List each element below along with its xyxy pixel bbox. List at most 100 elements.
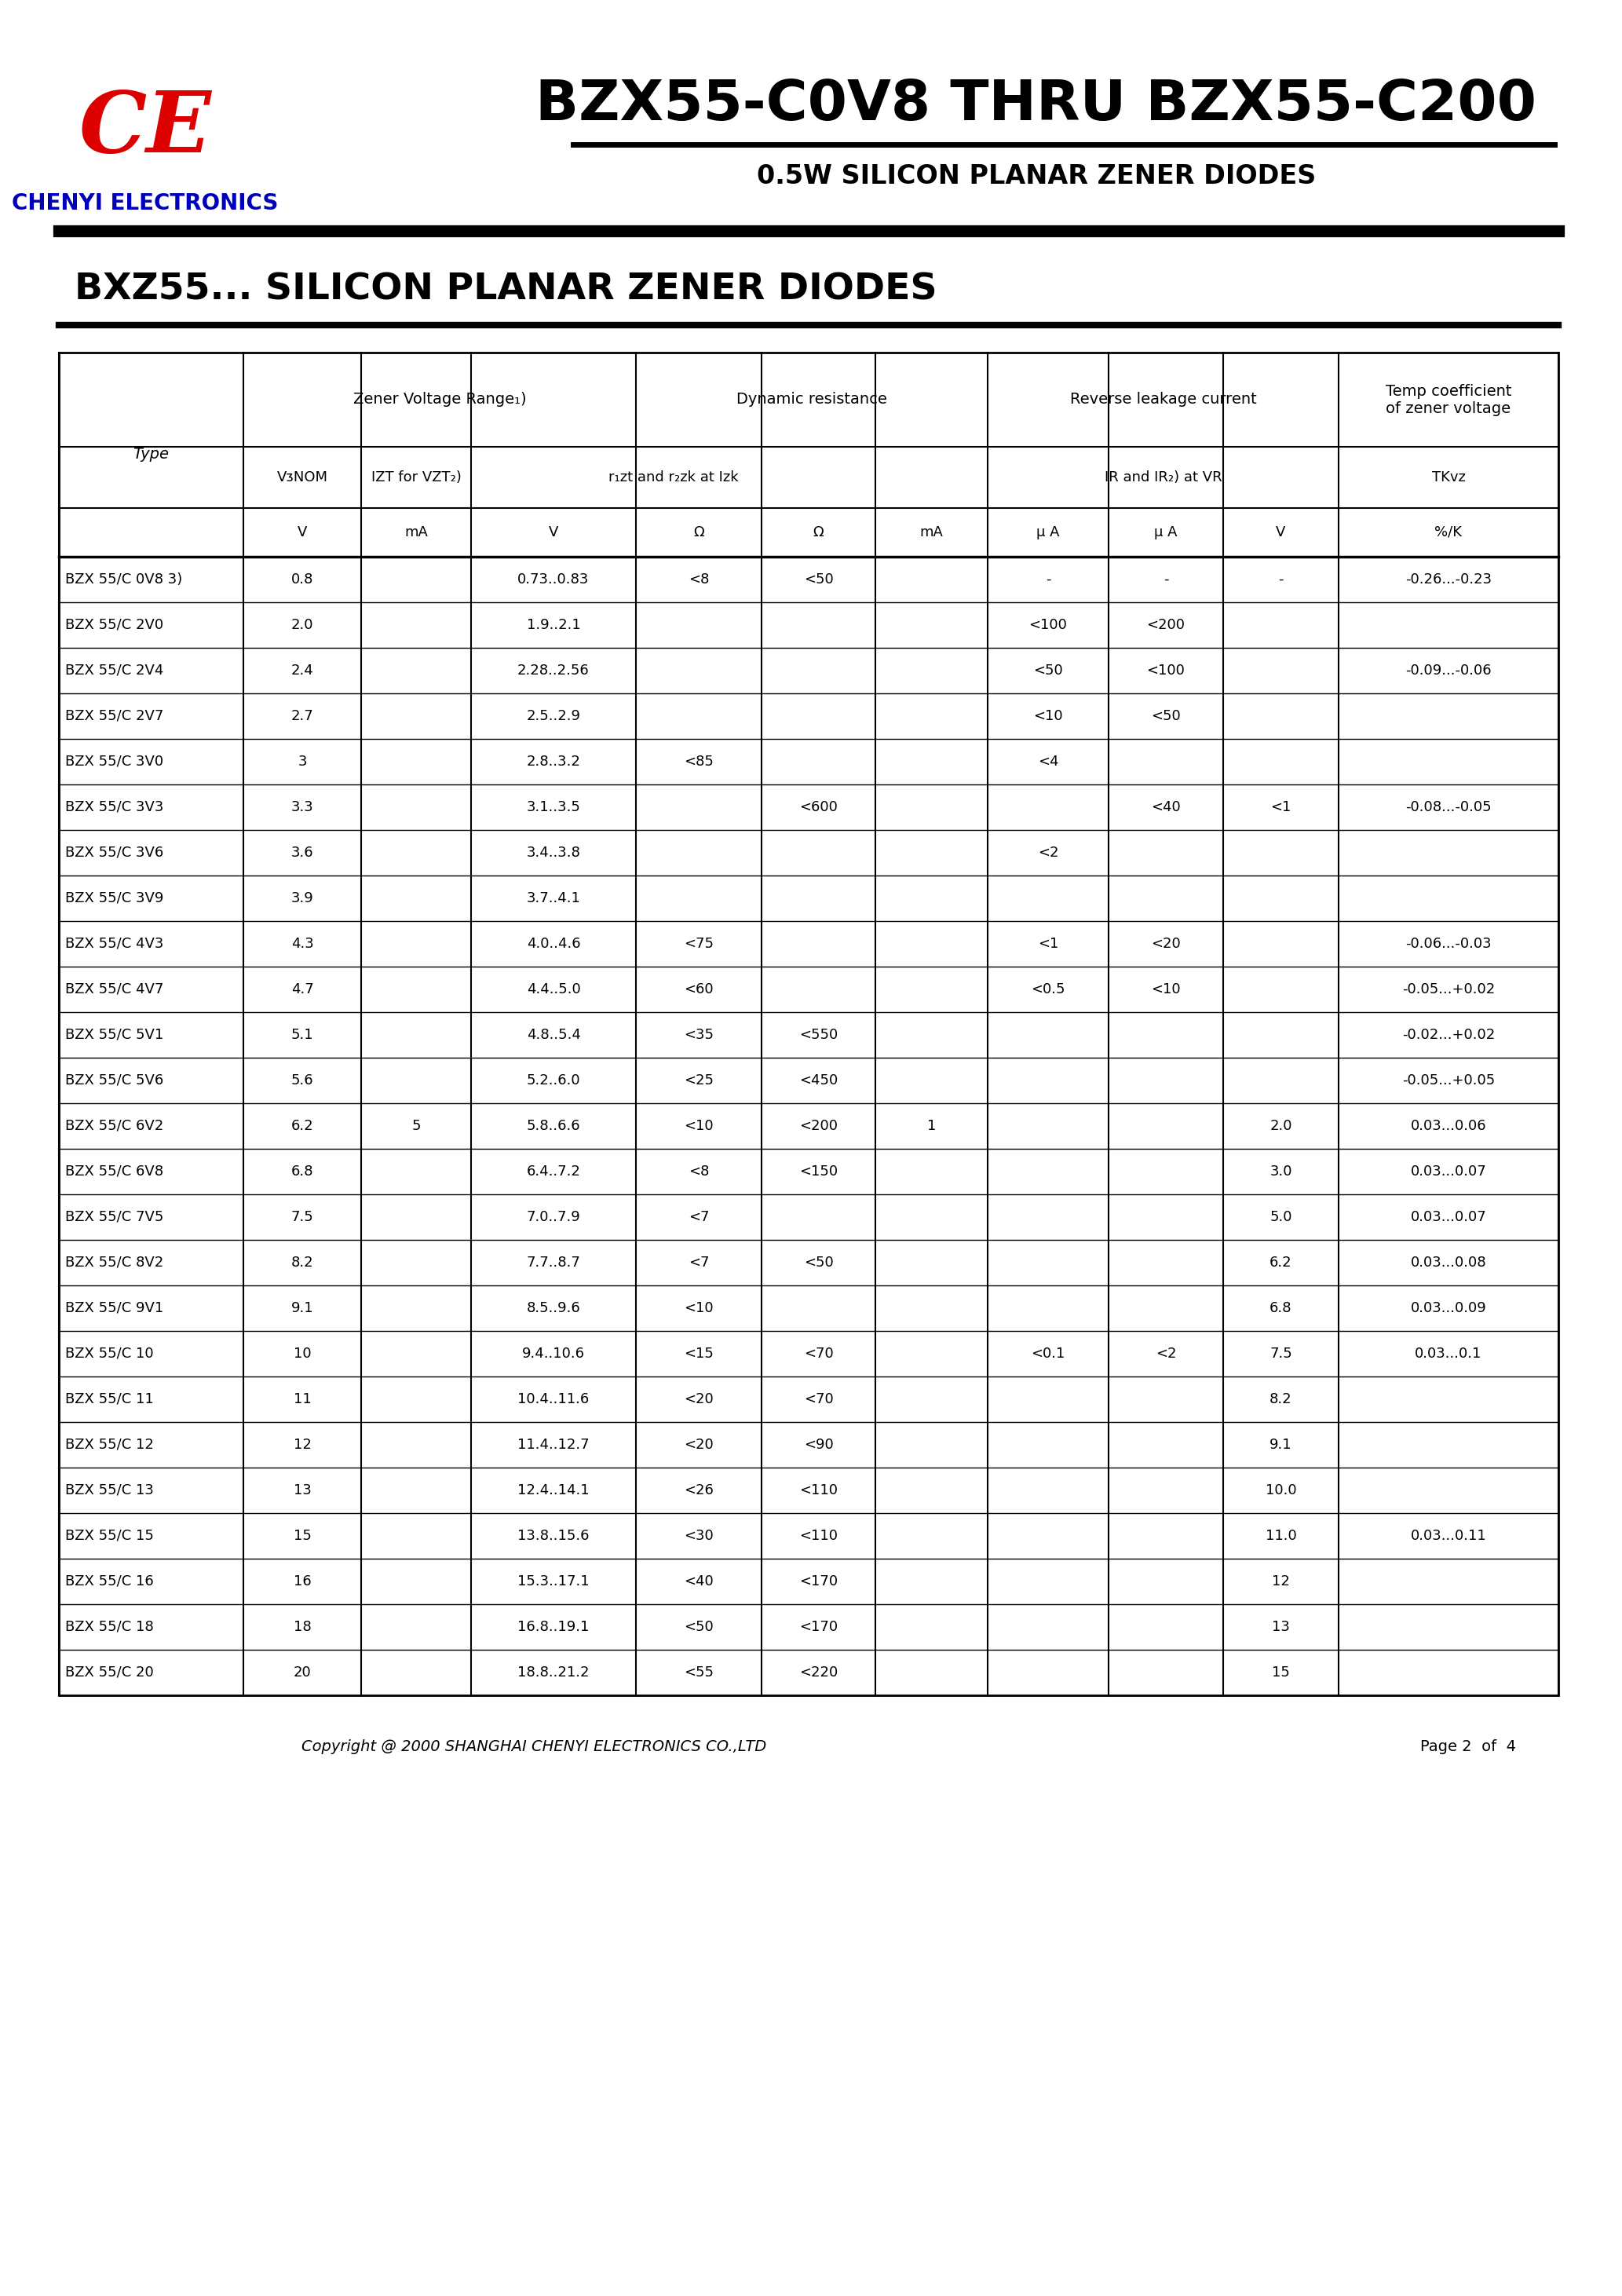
Text: 11: 11 bbox=[294, 1391, 311, 1407]
Text: VᴣNOM: VᴣNOM bbox=[277, 471, 328, 484]
Text: 0.03...0.07: 0.03...0.07 bbox=[1411, 1164, 1486, 1178]
Text: <40: <40 bbox=[1152, 799, 1181, 815]
Text: 5.6: 5.6 bbox=[290, 1075, 313, 1088]
Text: <7: <7 bbox=[688, 1210, 709, 1224]
Text: 10: 10 bbox=[294, 1348, 311, 1362]
Text: 0.5W SILICON PLANAR ZENER DIODES: 0.5W SILICON PLANAR ZENER DIODES bbox=[757, 163, 1315, 188]
Text: 4.3: 4.3 bbox=[290, 937, 313, 951]
Text: 5.0: 5.0 bbox=[1270, 1210, 1293, 1224]
Text: 18.8..21.2: 18.8..21.2 bbox=[517, 1665, 589, 1681]
Text: 9.1: 9.1 bbox=[1270, 1437, 1293, 1451]
Text: <20: <20 bbox=[684, 1391, 714, 1407]
Text: 8.5..9.6: 8.5..9.6 bbox=[527, 1302, 581, 1316]
Text: BZX 55/C 5V1: BZX 55/C 5V1 bbox=[65, 1029, 164, 1042]
Text: Temp coefficient
of zener voltage: Temp coefficient of zener voltage bbox=[1385, 383, 1512, 416]
Text: BZX 55/C 11: BZX 55/C 11 bbox=[65, 1391, 154, 1407]
Text: <4: <4 bbox=[1038, 755, 1059, 769]
Text: 4.4..5.0: 4.4..5.0 bbox=[527, 983, 581, 996]
Text: BZX 55/C 3V9: BZX 55/C 3V9 bbox=[65, 891, 164, 905]
Text: 11.0: 11.0 bbox=[1265, 1529, 1296, 1543]
Text: 16: 16 bbox=[294, 1575, 311, 1589]
Text: BZX 55/C 5V6: BZX 55/C 5V6 bbox=[65, 1075, 164, 1088]
Text: 7.0..7.9: 7.0..7.9 bbox=[527, 1210, 581, 1224]
Text: -: - bbox=[1278, 572, 1283, 585]
Text: <450: <450 bbox=[800, 1075, 839, 1088]
Text: 7.5: 7.5 bbox=[290, 1210, 313, 1224]
Text: <50: <50 bbox=[803, 1256, 834, 1270]
Text: 15: 15 bbox=[1272, 1665, 1289, 1681]
Text: BZX 55/C 13: BZX 55/C 13 bbox=[65, 1483, 154, 1497]
Text: BZX 55/C 10: BZX 55/C 10 bbox=[65, 1348, 154, 1362]
Text: <30: <30 bbox=[684, 1529, 714, 1543]
Text: 3.1..3.5: 3.1..3.5 bbox=[527, 799, 581, 815]
Text: <10: <10 bbox=[684, 1302, 714, 1316]
Text: 2.7: 2.7 bbox=[290, 709, 313, 723]
Text: 6.8: 6.8 bbox=[290, 1164, 313, 1178]
Text: 2.5..2.9: 2.5..2.9 bbox=[527, 709, 581, 723]
Text: <26: <26 bbox=[684, 1483, 714, 1497]
Text: 6.2: 6.2 bbox=[1270, 1256, 1293, 1270]
Text: -: - bbox=[1163, 572, 1168, 585]
Text: <600: <600 bbox=[800, 799, 837, 815]
Text: 6.2: 6.2 bbox=[290, 1118, 313, 1134]
Text: <70: <70 bbox=[803, 1391, 834, 1407]
Text: BZX 55/C 6V8: BZX 55/C 6V8 bbox=[65, 1164, 164, 1178]
Text: 0.03...0.11: 0.03...0.11 bbox=[1411, 1529, 1486, 1543]
Text: <90: <90 bbox=[803, 1437, 834, 1451]
Text: BZX 55/C 15: BZX 55/C 15 bbox=[65, 1529, 154, 1543]
Text: 6.8: 6.8 bbox=[1270, 1302, 1293, 1316]
Text: -0.09...-0.06: -0.09...-0.06 bbox=[1405, 664, 1492, 677]
Text: 5: 5 bbox=[412, 1118, 420, 1134]
Text: -0.05...+0.05: -0.05...+0.05 bbox=[1401, 1075, 1495, 1088]
Text: IR and IR₂) at VR: IR and IR₂) at VR bbox=[1105, 471, 1221, 484]
Text: BZX 55/C 0V8 3): BZX 55/C 0V8 3) bbox=[65, 572, 182, 585]
Text: BZX55-C0V8 THRU BZX55-C200: BZX55-C0V8 THRU BZX55-C200 bbox=[535, 78, 1536, 133]
Text: Zener Voltage Range₁): Zener Voltage Range₁) bbox=[354, 393, 526, 406]
Text: r₁zt and r₂zk at Izk: r₁zt and r₂zk at Izk bbox=[608, 471, 738, 484]
Text: 12: 12 bbox=[1272, 1575, 1289, 1589]
Text: <110: <110 bbox=[800, 1529, 837, 1543]
Text: 1: 1 bbox=[928, 1118, 936, 1134]
Text: <50: <50 bbox=[684, 1621, 714, 1635]
Text: mA: mA bbox=[404, 526, 428, 540]
Text: CE: CE bbox=[79, 87, 211, 170]
Text: <100: <100 bbox=[1147, 664, 1186, 677]
Text: CHENYI ELECTRONICS: CHENYI ELECTRONICS bbox=[11, 193, 279, 214]
Text: 4.7: 4.7 bbox=[290, 983, 313, 996]
Text: Type: Type bbox=[133, 448, 169, 461]
Text: <200: <200 bbox=[800, 1118, 837, 1134]
Text: <0.5: <0.5 bbox=[1032, 983, 1066, 996]
Text: 0.03...0.1: 0.03...0.1 bbox=[1414, 1348, 1483, 1362]
Text: BZX 55/C 8V2: BZX 55/C 8V2 bbox=[65, 1256, 164, 1270]
Text: 15.3..17.1: 15.3..17.1 bbox=[517, 1575, 589, 1589]
Text: 18: 18 bbox=[294, 1621, 311, 1635]
Text: V: V bbox=[1277, 526, 1286, 540]
Text: 3.9: 3.9 bbox=[290, 891, 313, 905]
Text: 7.7..8.7: 7.7..8.7 bbox=[527, 1256, 581, 1270]
Text: mA: mA bbox=[920, 526, 944, 540]
Text: 12.4..14.1: 12.4..14.1 bbox=[517, 1483, 589, 1497]
Text: <15: <15 bbox=[684, 1348, 714, 1362]
Text: 12: 12 bbox=[294, 1437, 311, 1451]
Text: 3: 3 bbox=[298, 755, 307, 769]
Text: <25: <25 bbox=[684, 1075, 714, 1088]
Text: <50: <50 bbox=[1033, 664, 1062, 677]
Text: 3.7..4.1: 3.7..4.1 bbox=[527, 891, 581, 905]
Text: <85: <85 bbox=[684, 755, 714, 769]
Text: BZX 55/C 20: BZX 55/C 20 bbox=[65, 1665, 154, 1681]
Text: %/K: %/K bbox=[1435, 526, 1463, 540]
Text: BZX 55/C 2V7: BZX 55/C 2V7 bbox=[65, 709, 164, 723]
Text: <10: <10 bbox=[684, 1118, 714, 1134]
Text: BZX 55/C 3V0: BZX 55/C 3V0 bbox=[65, 755, 164, 769]
Text: -0.06...-0.03: -0.06...-0.03 bbox=[1405, 937, 1492, 951]
Text: BZX 55/C 18: BZX 55/C 18 bbox=[65, 1621, 154, 1635]
Text: BZX 55/C 3V3: BZX 55/C 3V3 bbox=[65, 799, 164, 815]
Text: <2: <2 bbox=[1038, 845, 1059, 859]
Text: 0.03...0.08: 0.03...0.08 bbox=[1411, 1256, 1486, 1270]
Text: 2.4: 2.4 bbox=[290, 664, 313, 677]
Text: 13: 13 bbox=[1272, 1621, 1289, 1635]
Text: 15: 15 bbox=[294, 1529, 311, 1543]
Text: -0.02...+0.02: -0.02...+0.02 bbox=[1401, 1029, 1495, 1042]
Text: 2.28..2.56: 2.28..2.56 bbox=[517, 664, 589, 677]
Text: 0.03...0.07: 0.03...0.07 bbox=[1411, 1210, 1486, 1224]
